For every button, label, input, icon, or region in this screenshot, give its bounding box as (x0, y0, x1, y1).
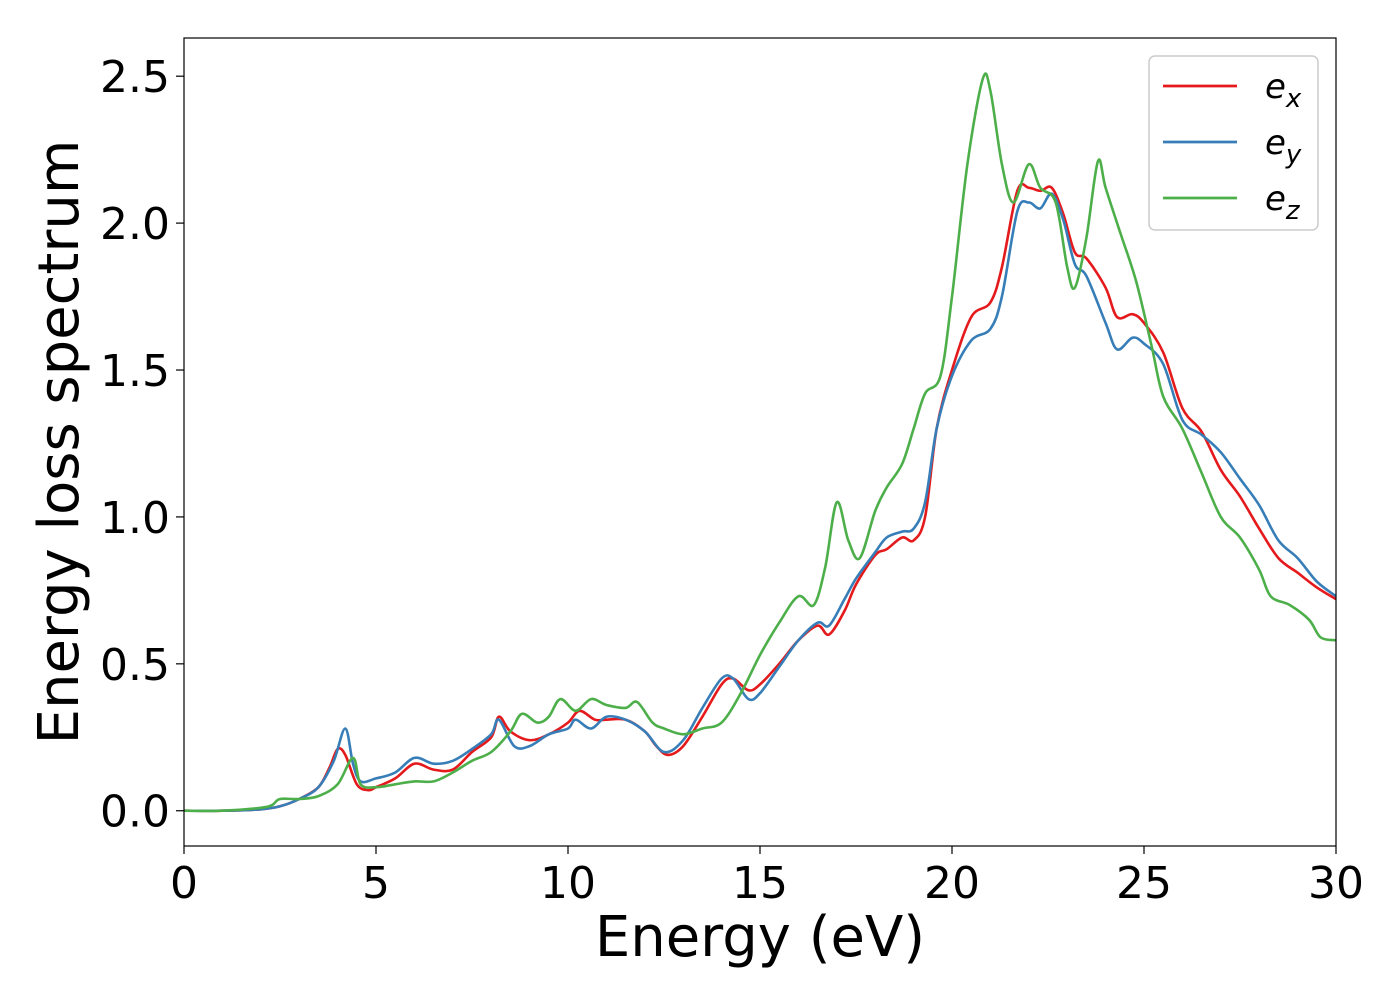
y-axis-title: Energy loss spectrum (27, 140, 92, 745)
y-tick-label: 2.0 (100, 199, 170, 250)
x-tick-label: 15 (732, 858, 788, 909)
x-tick-label: 20 (924, 858, 980, 909)
legend-label-x: ex (1265, 67, 1302, 114)
legend-label-z: ez (1265, 179, 1301, 226)
y-tick-label: 1.5 (100, 346, 170, 397)
x-tick-label: 10 (540, 858, 596, 909)
series-line-e_x (184, 182, 1336, 813)
legend-label-sub: y (1285, 140, 1302, 170)
series-line-e_y (184, 192, 1336, 813)
y-tick-label: 0.5 (100, 640, 170, 691)
legend-label-base: e (1265, 179, 1286, 219)
x-tick-label: 0 (170, 858, 198, 909)
series-layer (184, 72, 1336, 813)
legend-label-sub: x (1285, 84, 1302, 114)
x-tick-label: 30 (1308, 858, 1364, 909)
legend-label-base: e (1265, 67, 1286, 107)
y-tick-label: 2.5 (100, 52, 170, 103)
x-axis-title: Energy (eV) (595, 905, 925, 970)
x-axis-ticks: 0 5 10 15 20 25 30 (170, 846, 1364, 909)
legend-label-base: e (1265, 123, 1286, 163)
y-tick-label: 0.0 (100, 787, 170, 838)
y-tick-label: 1.0 (100, 493, 170, 544)
series-line-e_z (184, 72, 1336, 813)
legend-label-sub: z (1285, 196, 1301, 226)
legend-label-y: ey (1265, 123, 1302, 170)
y-axis-ticks: 0.0 0.5 1.0 1.5 2.0 2.5 (100, 52, 184, 838)
x-tick-label: 25 (1116, 858, 1172, 909)
x-tick-label: 5 (362, 858, 390, 909)
